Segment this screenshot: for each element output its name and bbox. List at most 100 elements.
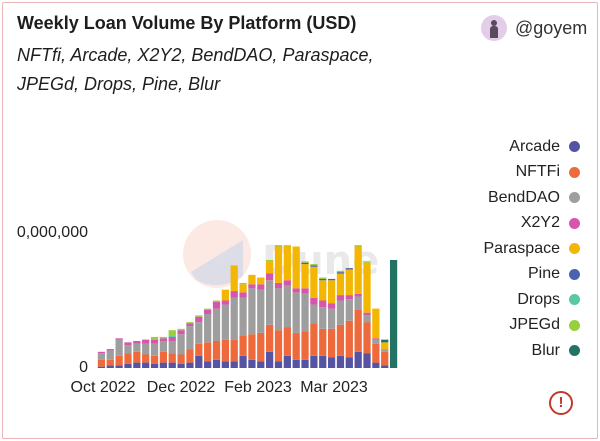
bar-segment-jpegd[interactable] bbox=[186, 322, 194, 324]
bar-segment-paraspace[interactable] bbox=[248, 274, 256, 285]
bar-segment-benddao[interactable] bbox=[177, 334, 185, 355]
bar-segment-nftfi[interactable] bbox=[124, 353, 132, 364]
bar-segment-arcade[interactable] bbox=[195, 355, 203, 368]
bar-segment-x2y2[interactable] bbox=[266, 273, 274, 281]
bar-segment-paraspace[interactable] bbox=[239, 284, 247, 293]
bar-segment-arcade[interactable] bbox=[319, 355, 327, 368]
bar-segment-x2y2[interactable] bbox=[168, 336, 176, 341]
bar-segment-paraspace[interactable] bbox=[292, 246, 300, 289]
bar-segment-benddao[interactable] bbox=[115, 339, 123, 356]
bar-segment-benddao[interactable] bbox=[212, 308, 221, 341]
bar-segment-x2y2[interactable] bbox=[159, 338, 168, 341]
bar-segment-benddao[interactable] bbox=[248, 288, 256, 335]
bar-segment-nftfi[interactable] bbox=[230, 339, 238, 362]
bar-segment-arcade[interactable] bbox=[159, 362, 168, 368]
bar-segment-x2y2[interactable] bbox=[239, 292, 247, 298]
bar-segment-nftfi[interactable] bbox=[301, 331, 309, 360]
bar-segment-nftfi[interactable] bbox=[212, 341, 221, 360]
bar-segment-arcade[interactable] bbox=[142, 362, 150, 368]
bar-segment-arcade[interactable] bbox=[381, 365, 389, 368]
bar-segment-nftfi[interactable] bbox=[257, 332, 265, 362]
bar-segment-benddao[interactable] bbox=[274, 288, 283, 331]
bar-segment-jpegd[interactable] bbox=[274, 245, 283, 247]
exclamation-circle-icon[interactable]: ! bbox=[549, 391, 573, 415]
bar-segment-arcade[interactable] bbox=[177, 363, 185, 368]
bar-segment-arcade[interactable] bbox=[274, 361, 283, 368]
bar-segment-benddao[interactable] bbox=[301, 293, 309, 332]
bar-segment-drops[interactable] bbox=[168, 335, 176, 337]
bar-segment-paraspace[interactable] bbox=[319, 280, 327, 301]
bar-segment-x2y2[interactable] bbox=[221, 300, 229, 305]
bar-segment-benddao[interactable] bbox=[292, 292, 300, 333]
bar-segment-nftfi[interactable] bbox=[310, 323, 318, 356]
bar-segment-benddao[interactable] bbox=[106, 350, 114, 360]
bar-segment-arcade[interactable] bbox=[239, 355, 247, 368]
bar-segment-arcade[interactable] bbox=[204, 361, 212, 368]
bar-segment-x2y2[interactable] bbox=[372, 338, 380, 340]
bar-segment-x2y2[interactable] bbox=[310, 297, 318, 305]
bar-segment-paraspace[interactable] bbox=[310, 266, 318, 298]
bar-segment-jpegd[interactable] bbox=[177, 328, 185, 331]
author-name[interactable]: @goyem bbox=[515, 17, 588, 38]
bar-segment-nftfi[interactable] bbox=[248, 334, 256, 360]
bar-segment-x2y2[interactable] bbox=[363, 312, 371, 316]
bar-segment-x2y2[interactable] bbox=[142, 339, 150, 344]
bar-segment-x2y2[interactable] bbox=[97, 351, 106, 354]
bar-segment-arcade[interactable] bbox=[310, 355, 318, 368]
bar-segment-arcade[interactable] bbox=[133, 362, 141, 368]
bar-segment-pine[interactable] bbox=[345, 268, 353, 270]
bar-segment-benddao[interactable] bbox=[230, 297, 238, 340]
bar-segment-nftfi[interactable] bbox=[345, 320, 353, 358]
bar-segment-x2y2[interactable] bbox=[212, 301, 221, 309]
bar-segment-nftfi[interactable] bbox=[221, 339, 229, 362]
bar-segment-x2y2[interactable] bbox=[204, 309, 212, 314]
bar-segment-x2y2[interactable] bbox=[230, 291, 238, 298]
bar-segment-paraspace[interactable] bbox=[266, 261, 274, 274]
bar-segment-arcade[interactable] bbox=[283, 355, 291, 368]
bar-segment-benddao[interactable] bbox=[372, 339, 380, 344]
bar-segment-nftfi[interactable] bbox=[239, 335, 247, 356]
bar-segment-x2y2[interactable] bbox=[283, 280, 291, 286]
bar-segment-benddao[interactable] bbox=[186, 326, 194, 350]
bar-segment-paraspace[interactable] bbox=[345, 269, 353, 296]
bar-segment-arcade[interactable] bbox=[168, 362, 176, 368]
bar-segment-arcade[interactable] bbox=[292, 359, 300, 368]
bar-segment-paraspace[interactable] bbox=[283, 245, 291, 281]
bar-segment-paraspace[interactable] bbox=[301, 264, 309, 289]
bar-segment-nftfi[interactable] bbox=[168, 353, 176, 363]
bar-segment-x2y2[interactable] bbox=[195, 316, 203, 323]
bar-segment-x2y2[interactable] bbox=[177, 330, 185, 335]
bar-segment-jpegd[interactable] bbox=[212, 300, 221, 302]
bar-segment-paraspace[interactable] bbox=[327, 280, 336, 304]
bar-segment-jpegd[interactable] bbox=[336, 270, 345, 273]
legend-item-blur[interactable]: Blur bbox=[440, 338, 580, 364]
bar-segment-arcade[interactable] bbox=[97, 366, 106, 368]
bar-segment-nftfi[interactable] bbox=[150, 355, 159, 364]
bar-segment-nftfi[interactable] bbox=[363, 322, 371, 354]
bar-segment-x2y2[interactable] bbox=[345, 295, 353, 300]
bar-segment-jpegd[interactable] bbox=[319, 277, 327, 279]
legend-item-benddao[interactable]: BendDAO bbox=[440, 185, 580, 211]
bar-segment-benddao[interactable] bbox=[381, 349, 389, 352]
legend-item-paraspace[interactable]: Paraspace bbox=[440, 236, 580, 262]
bar-segment-arcade[interactable] bbox=[212, 359, 221, 368]
bar-segment-arcade[interactable] bbox=[248, 359, 256, 368]
bar-segment-benddao[interactable] bbox=[363, 315, 371, 323]
bar-segment-nftfi[interactable] bbox=[336, 324, 345, 356]
bar-segment-jpegd[interactable] bbox=[266, 260, 274, 262]
bar-segment-nftfi[interactable] bbox=[142, 354, 150, 363]
bar-segment-x2y2[interactable] bbox=[274, 282, 283, 289]
bar-segment-x2y2[interactable] bbox=[257, 284, 265, 290]
bar-segment-arcade[interactable] bbox=[345, 357, 353, 368]
legend-item-x2y2[interactable]: X2Y2 bbox=[440, 211, 580, 237]
bar-segment-paraspace[interactable] bbox=[274, 246, 283, 283]
bar-segment-nftfi[interactable] bbox=[372, 343, 380, 363]
bar-segment-paraspace[interactable] bbox=[372, 308, 380, 339]
bar-segment-nftfi[interactable] bbox=[266, 324, 274, 352]
bar-segment-arcade[interactable] bbox=[363, 353, 371, 368]
bar-segment-arcade[interactable] bbox=[336, 355, 345, 368]
bar-segment-x2y2[interactable] bbox=[248, 284, 256, 289]
bar-segment-benddao[interactable] bbox=[345, 299, 353, 321]
bar-segment-jpegd[interactable] bbox=[239, 282, 247, 285]
bar-segment-pine[interactable] bbox=[310, 265, 318, 267]
